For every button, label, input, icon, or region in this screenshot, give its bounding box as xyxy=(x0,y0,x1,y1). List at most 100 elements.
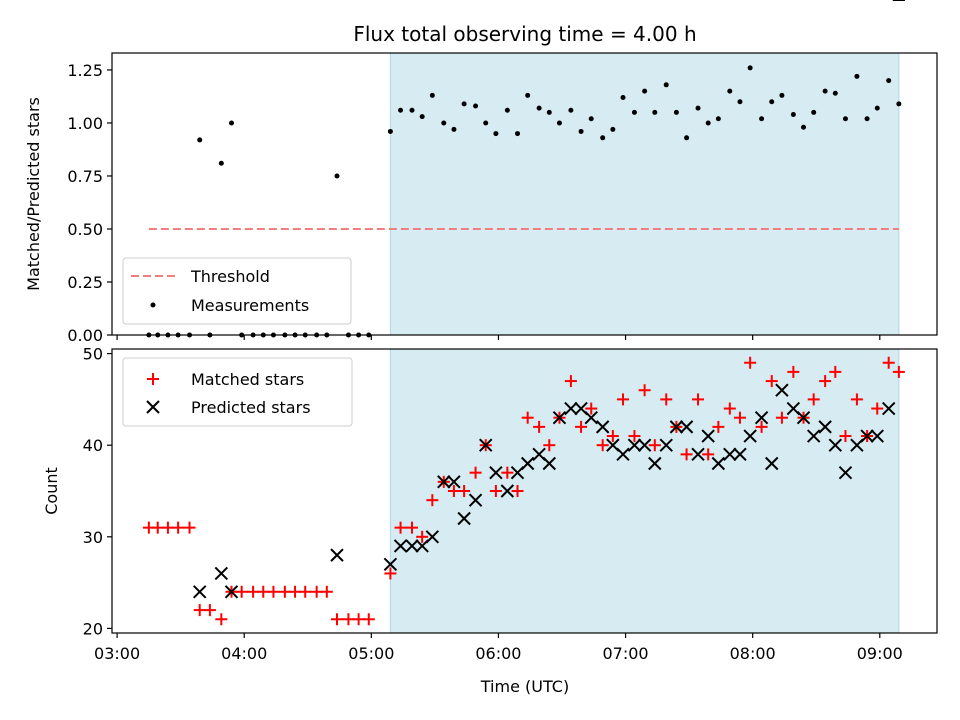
matched-star-point xyxy=(617,393,630,406)
measurement-point xyxy=(727,88,733,94)
predicted-star-point xyxy=(838,465,853,480)
predicted-star-point xyxy=(679,420,694,434)
measurement-point xyxy=(483,120,489,126)
predicted-star-point xyxy=(193,585,207,599)
measurement-point xyxy=(473,103,479,109)
matched-star-point xyxy=(871,402,884,415)
measurement-point xyxy=(790,111,796,117)
matched-star-point xyxy=(839,430,852,443)
measurement-point xyxy=(620,95,626,101)
measurement-point xyxy=(896,101,902,107)
measurement-point xyxy=(409,107,415,113)
measurement-point xyxy=(461,101,467,107)
matched-star-point xyxy=(257,585,270,598)
x-tick-label: 07:00 xyxy=(603,644,649,663)
matched-star-point xyxy=(406,521,418,534)
predicted-star-point xyxy=(669,420,684,434)
measurement-point xyxy=(715,116,721,122)
x-tick-label: 04:00 xyxy=(221,644,267,663)
y-axis-label-counts: Count xyxy=(42,467,61,515)
predicted-star-point xyxy=(564,401,578,416)
measurement-point xyxy=(504,107,510,113)
predicted-star-point xyxy=(881,401,896,416)
matched-star-point xyxy=(384,567,397,580)
measurement-point xyxy=(874,105,880,111)
matched-star-point xyxy=(712,420,725,433)
predicted-star-point xyxy=(584,411,598,425)
legend-ratio: Threshold Measurements xyxy=(122,257,352,325)
matched-star-point xyxy=(278,585,291,598)
predicted-star-point xyxy=(733,447,747,462)
x-tick-label: 05:00 xyxy=(348,644,394,663)
matched-star-point xyxy=(533,420,546,433)
predicted-star-point xyxy=(828,438,843,452)
x-tick-label: 03:00 xyxy=(94,644,140,663)
measurement-point xyxy=(610,126,616,132)
measurement-point xyxy=(642,88,648,94)
matched-star-point xyxy=(660,393,673,406)
x-axis-label: Time (UTC) xyxy=(480,677,569,696)
y-tick-label: 1.25 xyxy=(67,61,103,80)
matched-star-point xyxy=(819,375,832,388)
matched-star-point xyxy=(702,448,715,461)
matched-star-point xyxy=(575,420,588,433)
panel-counts: 03:00 04:00 05:00 06:00 07:00 08:00 09:00 20 30 4… xyxy=(42,0,938,696)
matched-star-point xyxy=(692,393,705,406)
matched-star-point xyxy=(426,494,439,507)
predicted-star-point xyxy=(806,429,821,443)
matched-star-point xyxy=(829,365,842,378)
legend-predicted-swatch xyxy=(146,400,160,414)
legend-predicted-label: Predicted stars xyxy=(191,398,311,417)
legend-matched-label: Matched stars xyxy=(191,370,304,389)
y-tick-label: 40 xyxy=(83,436,103,455)
measurement-point xyxy=(228,120,234,126)
predicted-star-point xyxy=(552,411,567,425)
matched-star-point xyxy=(501,466,514,479)
matched-star-point xyxy=(215,613,228,626)
measurement-point xyxy=(864,116,870,122)
measurement-point xyxy=(568,107,574,113)
measurement-point xyxy=(600,135,606,141)
plot-frame-ratio xyxy=(111,52,938,336)
measurement-point xyxy=(398,107,404,113)
measurement-point xyxy=(419,114,425,120)
y-tick-label: 0.75 xyxy=(67,167,103,186)
measurement-point xyxy=(493,131,499,137)
measurement-point xyxy=(429,92,435,98)
matched-star-point xyxy=(755,420,768,433)
measurements-layer xyxy=(146,65,902,338)
matched-star-point xyxy=(299,585,312,598)
matched-star-point xyxy=(394,521,407,534)
measurement-point xyxy=(451,126,457,132)
predicted-star-point xyxy=(468,493,483,507)
predicted-star-point xyxy=(405,539,419,553)
measurement-point xyxy=(525,92,531,98)
matched-star-point xyxy=(447,485,460,497)
measurement-point xyxy=(779,92,785,98)
y-tick-label: 50 xyxy=(83,345,103,364)
matched-star-point xyxy=(247,585,260,598)
measurement-point xyxy=(854,73,860,79)
x-tick-label: 09:00 xyxy=(857,644,903,663)
matched-star-point xyxy=(267,585,280,598)
predicted-star-point xyxy=(691,447,705,462)
legend-box-counts xyxy=(122,357,353,427)
measurement-point xyxy=(832,90,838,96)
measurement-point xyxy=(705,120,711,126)
predicted-star-point xyxy=(648,456,662,471)
measurement-point xyxy=(536,105,542,111)
matched-star-point xyxy=(744,356,757,369)
y-tick-label: 20 xyxy=(83,619,103,638)
measurement-point xyxy=(515,131,521,137)
x-tick-label: 08:00 xyxy=(730,644,776,663)
matched-star-point xyxy=(235,585,248,598)
y-tick-label: 0.50 xyxy=(67,220,103,239)
predicted-star-point xyxy=(214,566,229,581)
legend-matched-swatch xyxy=(147,373,159,385)
predicted-star-point xyxy=(860,429,874,443)
matched-star-point xyxy=(511,485,524,497)
predicted-star-point xyxy=(701,429,715,443)
predicted-star-point xyxy=(870,429,884,443)
predicted-star-point xyxy=(489,465,503,480)
predicted-star-point xyxy=(542,456,556,471)
